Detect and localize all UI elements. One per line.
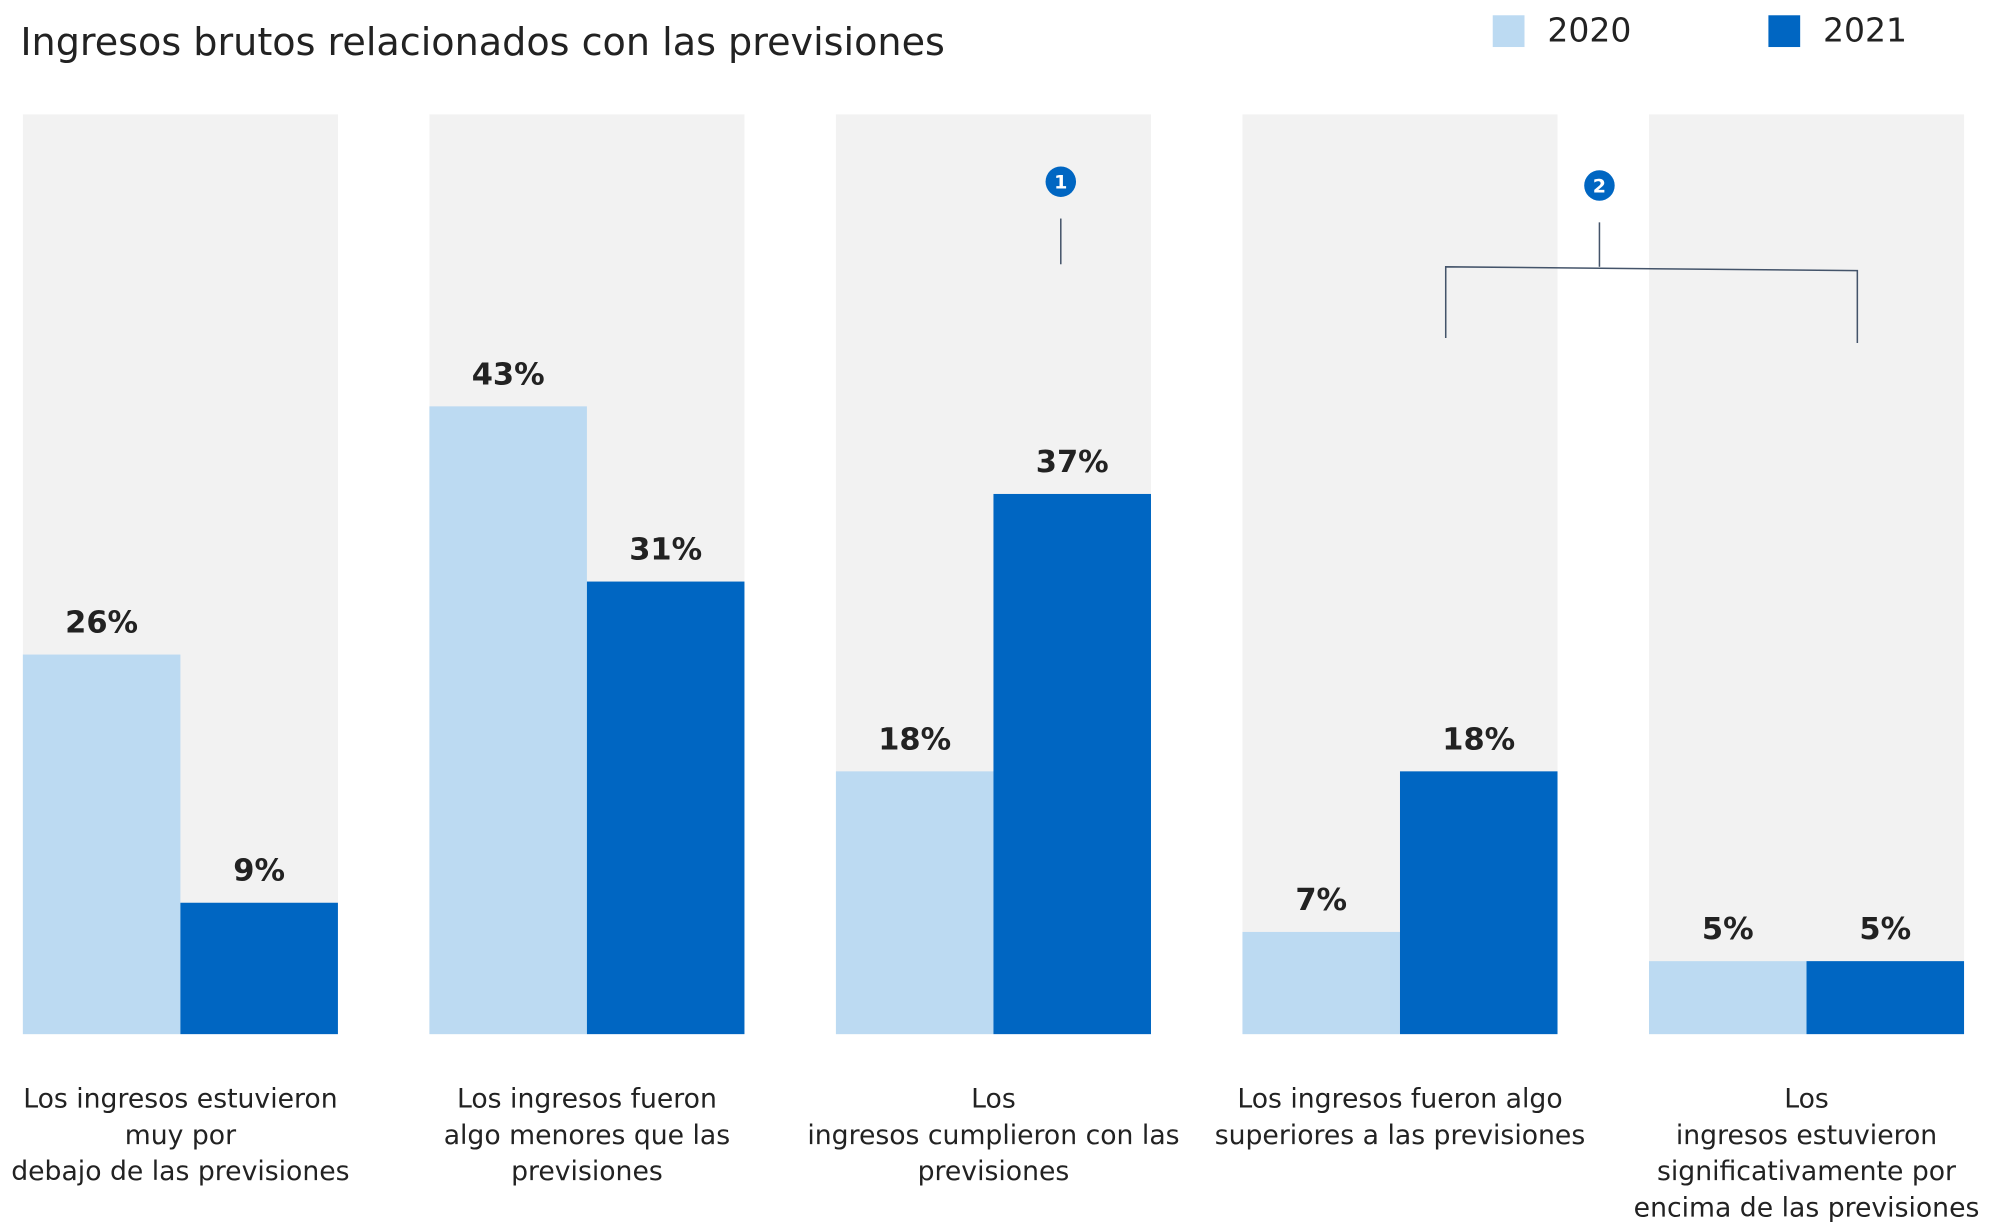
bar	[22, 654, 181, 1035]
category-label: algo menores que las	[444, 1120, 730, 1151]
data-label: 43%	[472, 357, 545, 392]
data-label: 26%	[65, 606, 138, 641]
chart-title: Ingresos brutos relacionados con las pre…	[20, 20, 945, 64]
annotation-marker	[1045, 166, 1077, 197]
bar	[1399, 771, 1558, 1035]
legend-swatch	[1768, 15, 1801, 48]
category-label: Los ingresos estuvieron	[23, 1084, 337, 1115]
data-label: 18%	[1442, 722, 1515, 757]
data-label: 5%	[1702, 912, 1754, 947]
category-label: previsiones	[511, 1156, 663, 1187]
category-label: encima de las previsiones	[1634, 1192, 1980, 1223]
bar	[429, 406, 587, 1035]
data-label: 37%	[1036, 445, 1109, 480]
legend-label: 2020	[1547, 10, 1631, 49]
bar	[1806, 961, 1965, 1035]
category-label: ingresos estuvieron	[1676, 1120, 1937, 1151]
category-label: previsiones	[918, 1156, 1070, 1187]
annotations: 1 2	[1045, 166, 1859, 344]
category-label: Los	[971, 1084, 1016, 1115]
bar	[1242, 931, 1400, 1035]
bar	[1648, 961, 1807, 1035]
category-label: Los	[1784, 1084, 1829, 1115]
data-label: 9%	[233, 854, 285, 889]
data-label: 7%	[1295, 883, 1347, 918]
annotation-label: 2	[1593, 175, 1606, 197]
bar	[835, 771, 994, 1035]
legend-label: 2021	[1823, 10, 1907, 49]
category-label: ingresos cumplieron con las	[807, 1120, 1179, 1151]
bar	[180, 902, 338, 1035]
annotation-label: 1	[1054, 171, 1067, 193]
data-label: 5%	[1859, 912, 1911, 947]
category-label: Los ingresos fueron	[457, 1084, 717, 1115]
annotation-bracket	[1444, 266, 1859, 344]
panel	[1648, 114, 1965, 1035]
category-label: Los ingresos fueron algo	[1237, 1084, 1562, 1115]
legend-swatch	[1492, 15, 1525, 48]
data-label: 18%	[878, 722, 951, 757]
category-label: muy por	[125, 1120, 236, 1151]
category-label: superiores a las previsiones	[1215, 1120, 1585, 1151]
bar	[993, 493, 1151, 1035]
annotation-marker	[1584, 170, 1615, 201]
category-label: debajo de las previsiones	[11, 1156, 349, 1187]
bar	[586, 581, 745, 1035]
category-label: significativamente por	[1657, 1156, 1956, 1187]
data-label: 31%	[629, 533, 702, 568]
